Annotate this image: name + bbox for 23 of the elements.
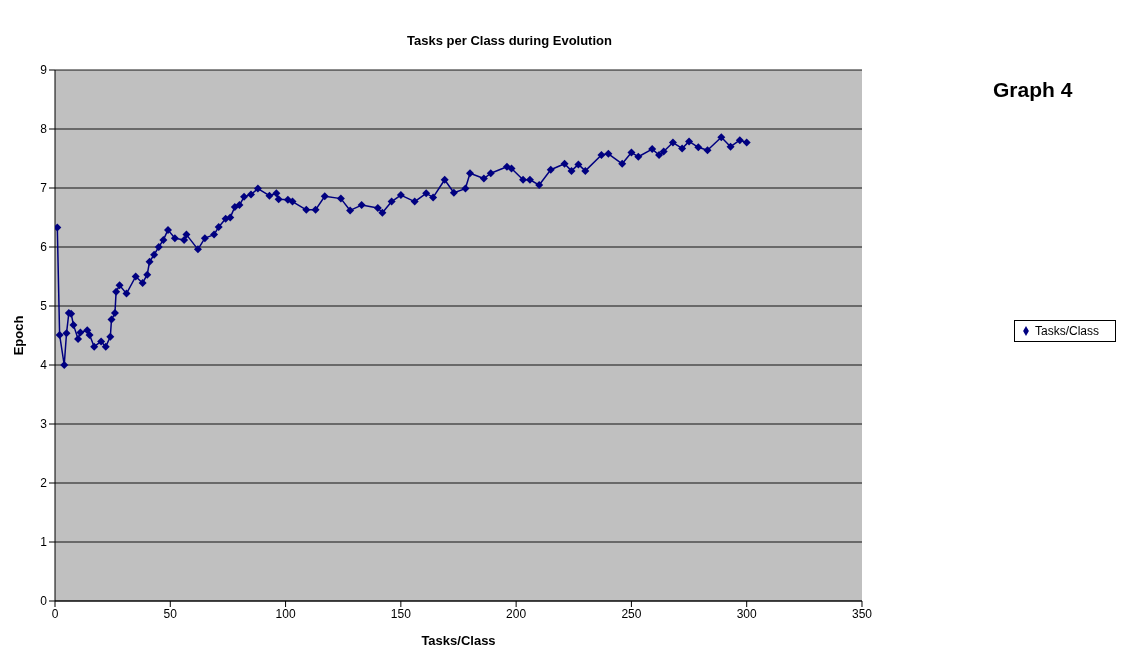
y-tick-label: 2 [40,476,48,491]
x-tick-label: 50 [163,606,178,621]
x-tick-label: 150 [390,606,412,621]
x-tick-label: 0 [51,606,59,621]
y-tick-label: 7 [40,181,48,196]
y-tick-label: 1 [40,535,48,550]
y-tick-label: 8 [40,122,48,137]
legend-label: Tasks/Class [1034,323,1099,338]
y-tick-label: 0 [40,594,48,609]
x-tick-label: 250 [621,606,642,621]
y-tick-label: 4 [40,358,48,373]
x-tick-label: 200 [506,606,527,621]
y-tick-label: 5 [40,299,48,314]
y-tick-label: 9 [40,63,48,78]
y-axis-title: Epoch [11,315,27,356]
x-axis-title: Tasks/Class [421,633,496,648]
y-tick-label: 6 [40,240,48,255]
x-tick-label: 300 [736,606,758,621]
caption: Graph 4 [993,78,1073,102]
x-tick-label: 350 [851,606,873,621]
x-tick-label: 100 [275,606,296,621]
chart-title: Tasks per Class during Evolution [406,33,613,48]
y-tick-label: 3 [40,417,48,432]
